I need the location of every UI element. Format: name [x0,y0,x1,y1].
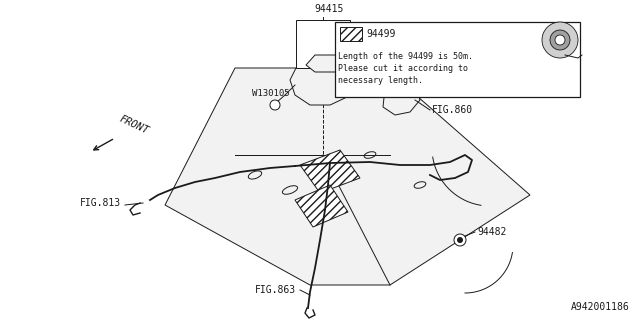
Text: Length of the 94499 is 50m.: Length of the 94499 is 50m. [338,52,473,61]
Text: 94482: 94482 [477,227,506,237]
Circle shape [542,22,578,58]
Text: 94415: 94415 [314,4,344,14]
Polygon shape [383,80,420,115]
Text: Please cut it according to: Please cut it according to [338,64,468,73]
Text: W130105: W130105 [252,89,290,98]
Bar [335,22,580,97]
Circle shape [550,30,570,50]
Circle shape [457,237,463,243]
Polygon shape [290,65,355,105]
Circle shape [454,234,466,246]
Text: FRONT: FRONT [118,114,150,136]
Polygon shape [306,55,348,72]
Text: FIG.860: FIG.860 [432,105,473,115]
Polygon shape [295,185,348,227]
Text: necessary length.: necessary length. [338,76,423,85]
Text: FIG.863: FIG.863 [255,285,296,295]
Bar [296,20,350,68]
Polygon shape [300,150,360,193]
Text: 94499: 94499 [366,29,396,39]
Bar [340,27,362,41]
Polygon shape [165,68,530,285]
Circle shape [270,100,280,110]
Circle shape [555,35,565,45]
Text: FIG.813: FIG.813 [80,198,121,208]
Text: A942001186: A942001186 [572,302,630,312]
